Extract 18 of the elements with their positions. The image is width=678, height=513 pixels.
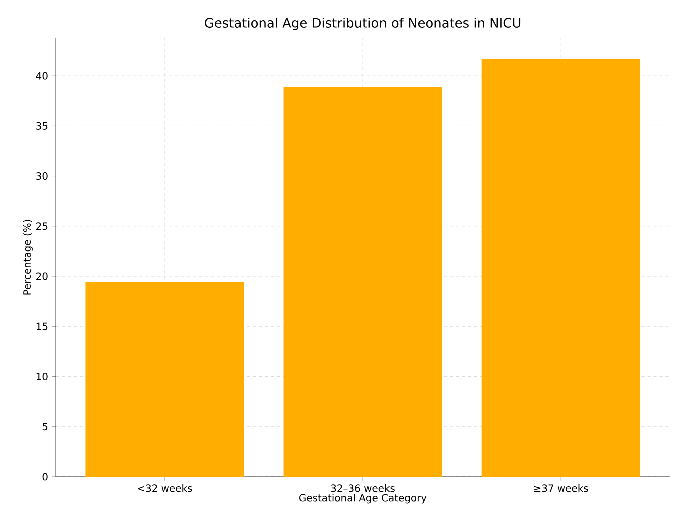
y-tick-label: 5 [42,423,48,431]
y-tick-label: 20 [36,272,48,280]
x-tick-label: 32–36 weeks [331,484,395,492]
y-tick-label: 15 [36,322,48,330]
y-tick-label: 25 [36,222,48,230]
y-tick-label: 40 [36,72,48,80]
bar [482,59,640,477]
y-tick-label: 0 [42,473,48,481]
x-axis-title: Gestational Age Category [300,494,427,504]
x-tick-label: <32 weeks [138,484,192,492]
bar [284,87,442,477]
y-tick-label: 10 [36,372,48,381]
bar [86,282,244,477]
chart-title: Gestational Age Distribution of Neonates in NICU [205,18,521,30]
y-axis-title: Percentage (%) [23,220,33,295]
y-tick-label: 30 [36,172,48,180]
x-tick-label: ≥37 weeks [534,484,588,492]
y-tick-label: 35 [36,122,48,130]
